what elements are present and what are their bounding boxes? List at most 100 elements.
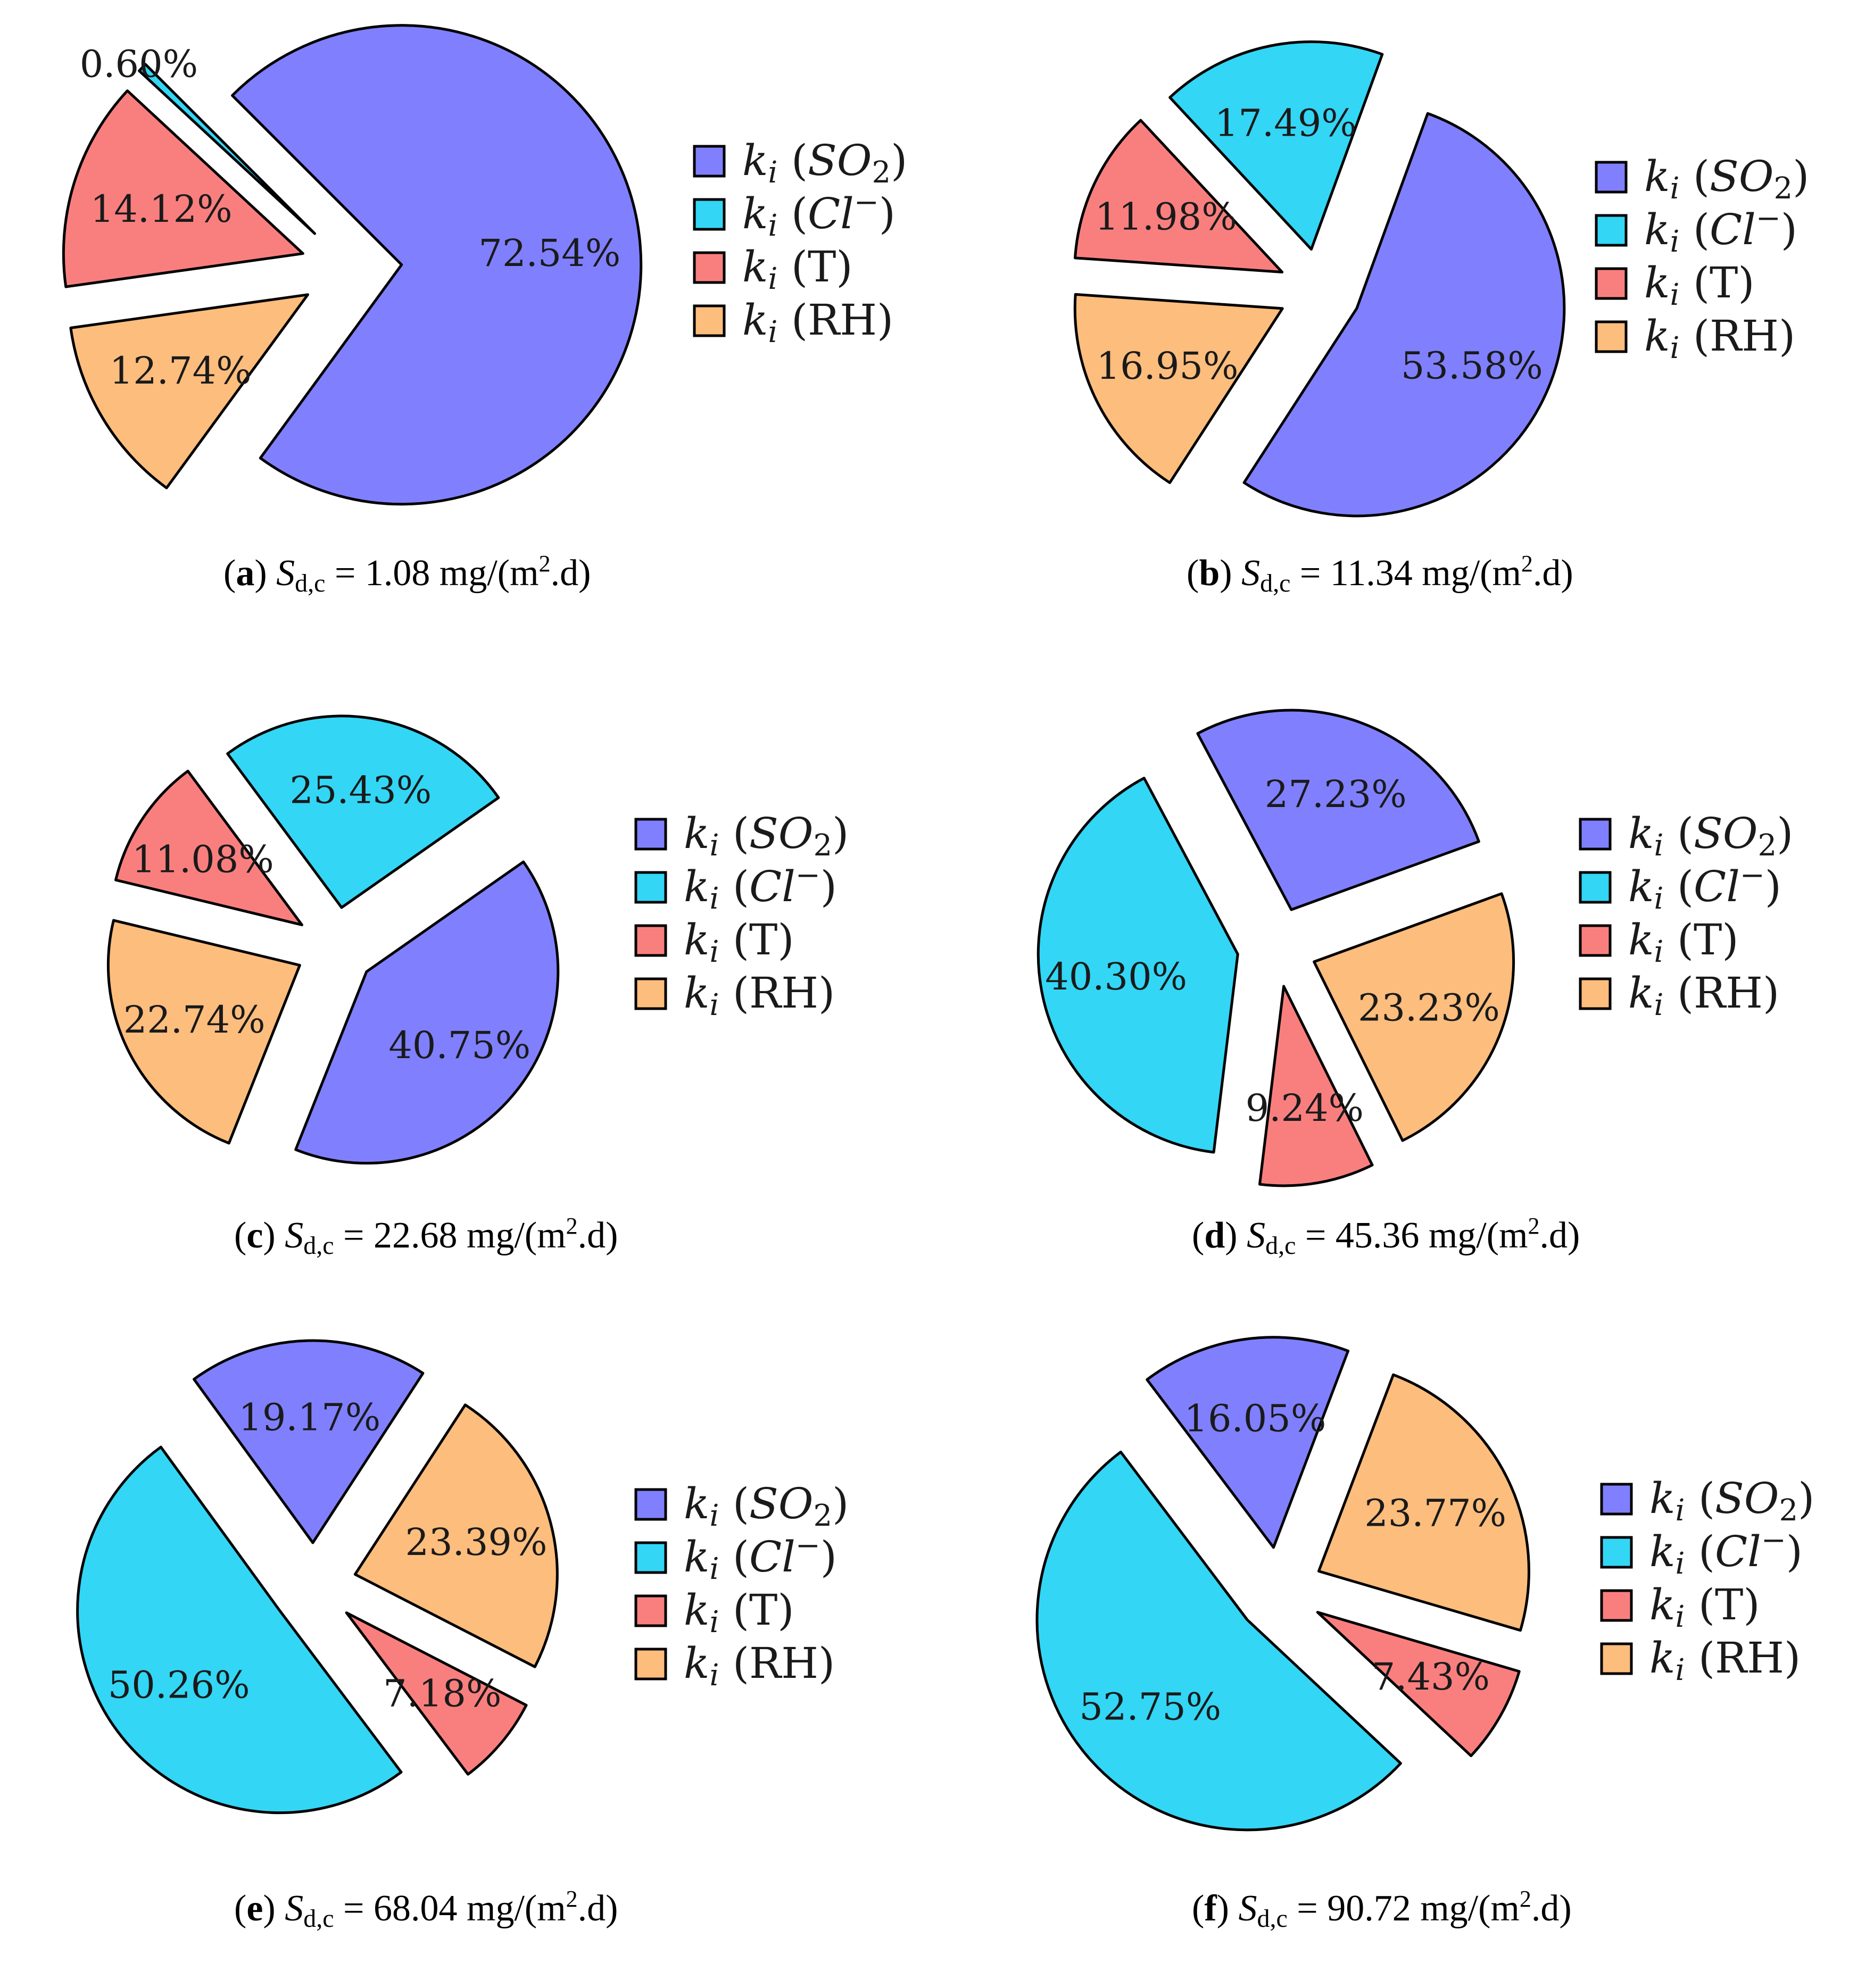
pie-panel-d: 40.30%9.24%23.23%27.23%ki (SO2)ki (Cl−)k…: [1037, 709, 1793, 1260]
legend-label-rh: ki (RH): [1644, 311, 1795, 365]
pie-slice-rh: [353, 1403, 559, 1668]
legend-swatch-so2: [634, 818, 667, 851]
legend-label-so2: ki (SO2): [1644, 152, 1809, 206]
pie-slice-cl: [138, 63, 317, 235]
pie-slice-t: [1073, 119, 1284, 273]
legend-swatch-so2: [1579, 818, 1612, 851]
legend: ki (SO2)ki (Cl−)ki (T)ki (RH): [693, 136, 907, 350]
pie-label-t: 14.12%: [90, 187, 233, 231]
legend-label-rh: ki (RH): [742, 295, 893, 350]
pie-label-rh: 23.23%: [1358, 986, 1500, 1029]
pie-label-cl: 0.60%: [80, 43, 198, 86]
legend: ki (SO2)ki (Cl−)ki (T)ki (RH): [1579, 809, 1793, 1022]
pie-slice-rh: [106, 919, 301, 1145]
caption-c: (c) Sd,c = 22.68 mg/(m2.d): [234, 1213, 618, 1260]
legend-label-t: ki (T): [742, 242, 853, 296]
legend-swatch-rh: [693, 304, 726, 337]
legend: ki (SO2)ki (Cl−)ki (T)ki (RH): [1595, 152, 1809, 365]
legend-swatch-cl: [634, 871, 667, 904]
pie-slice-rh: [69, 293, 310, 489]
legend-label-so2: ki (SO2): [742, 136, 907, 190]
legend-label-cl: ki (Cl−): [1644, 201, 1797, 259]
legend-label-t: ki (T): [1628, 915, 1739, 969]
legend-swatch-t: [1595, 267, 1628, 300]
legend-swatch-rh: [634, 1648, 667, 1681]
caption-d: (d) Sd,c = 45.36 mg/(m2.d): [1192, 1213, 1580, 1260]
legend-swatch-so2: [1595, 161, 1628, 194]
pie-label-cl: 40.30%: [1045, 955, 1187, 999]
pie-slice-cl: [1035, 1450, 1402, 1832]
legend: ki (SO2)ki (Cl−)ki (T)ki (RH): [1600, 1474, 1814, 1687]
caption-b: (b) Sd,c = 11.34 mg/(m2.d): [1187, 551, 1573, 597]
legend-label-cl: ki (Cl−): [684, 858, 837, 916]
legend-label-t: ki (T): [1649, 1580, 1760, 1634]
pie-slice-t: [1258, 985, 1374, 1187]
legend-label-cl: ki (Cl−): [742, 185, 896, 243]
pie-slice-cl: [226, 714, 500, 909]
pie-slice-so2: [1242, 112, 1566, 518]
pie-panel-e: 50.26% 7.18%23.39%19.17%ki (SO2)ki (Cl−)k…: [76, 1339, 849, 1933]
legend-label-so2: ki (SO2): [1628, 809, 1793, 863]
pie-label-rh: 12.74%: [110, 349, 252, 393]
pie-slice-rh: [1313, 892, 1515, 1142]
pie-label-so2: 19.17%: [238, 1396, 380, 1440]
legend-swatch-rh: [1600, 1642, 1633, 1675]
legend-swatch-cl: [693, 198, 726, 231]
legend-label-rh: ki (RH): [684, 1638, 835, 1693]
pie-label-rh: 23.77%: [1364, 1491, 1506, 1535]
pie-slice-so2: [231, 24, 643, 506]
pie-label-cl: 52.75%: [1079, 1685, 1221, 1729]
pie-panel-f: 52.75% 7.43% 23.77% 16.05% ki (SO2)ki (Cl−)k…: [1035, 1336, 1814, 1933]
legend-swatch-t: [693, 251, 726, 284]
pie-label-cl: 17.49%: [1215, 102, 1357, 145]
pie-label-rh: 23.39%: [405, 1520, 548, 1564]
legend-swatch-cl: [1600, 1536, 1633, 1569]
legend-label-so2: ki (SO2): [684, 809, 849, 863]
pie-slice-cl: [76, 1445, 403, 1814]
pie-label-cl: 50.26%: [108, 1663, 250, 1707]
pie-slice-so2: [1196, 709, 1480, 911]
pie-slice-so2: [193, 1339, 425, 1544]
pie-slice-so2: [1146, 1336, 1350, 1549]
legend-label-cl: ki (Cl−): [1628, 858, 1781, 916]
pie-label-so2: 40.75%: [388, 1024, 530, 1067]
pie-slice-cl: [1037, 777, 1239, 1154]
legend-swatch-so2: [693, 145, 726, 178]
legend-swatch-cl: [634, 1541, 667, 1574]
legend: ki (SO2)ki (Cl−)ki (T)ki (RH): [634, 809, 849, 1022]
legend-swatch-t: [634, 1594, 667, 1627]
legend-label-rh: ki (RH): [684, 968, 835, 1022]
legend-label-rh: ki (RH): [1628, 968, 1779, 1022]
legend-swatch-cl: [1595, 214, 1628, 247]
pie-label-cl: 25.43%: [289, 769, 432, 812]
pie-slice-t: [114, 769, 303, 927]
caption-a: (a) Sd,c = 1.08 mg/(m2.d): [223, 551, 591, 597]
pie-panel-c: 25.43% 11.08% 22.74% 40.75% ki (SO2)ki (Cl−)…: [106, 714, 849, 1260]
legend-swatch-cl: [1579, 871, 1612, 904]
legend-label-so2: ki (SO2): [1649, 1474, 1814, 1528]
pie-label-so2: 53.58%: [1401, 344, 1543, 387]
pie-label-t: 7.18%: [383, 1671, 501, 1715]
caption-f: (f) Sd,c = 90.72 mg/(m2.d): [1192, 1886, 1572, 1933]
legend-label-t: ki (T): [684, 1585, 794, 1640]
pie-label-rh: 16.95%: [1097, 344, 1239, 388]
legend-swatch-rh: [634, 977, 667, 1010]
pie-panel-b: 17.49% 11.98% 16.95% 53.58% ki (SO2)ki (Cl−)…: [1073, 40, 1809, 597]
legend-swatch-t: [1600, 1589, 1633, 1622]
legend-label-cl: ki (Cl−): [684, 1528, 837, 1586]
legend-label-rh: ki (RH): [1649, 1633, 1801, 1687]
pie-slice-rh: [1073, 293, 1284, 484]
legend-swatch-t: [634, 924, 667, 957]
legend-swatch-rh: [1595, 320, 1628, 353]
pie-label-rh: 22.74%: [123, 998, 266, 1042]
caption-e: (e) Sd,c = 68.04 mg/(m2.d): [234, 1886, 618, 1933]
pie-label-t: 7.43%: [1372, 1655, 1490, 1699]
pie-slice-rh: [1317, 1373, 1530, 1632]
legend-swatch-so2: [1600, 1483, 1633, 1516]
pie-label-so2: 27.23%: [1265, 772, 1407, 816]
pie-label-t: 11.98%: [1095, 195, 1237, 238]
pie-label-so2: 16.05%: [1184, 1396, 1326, 1440]
pie-panel-a: 0.60%14.12%12.74%72.54%ki (SO2)ki (Cl−)k…: [62, 24, 907, 597]
pie-slice-cl: [1168, 40, 1384, 251]
